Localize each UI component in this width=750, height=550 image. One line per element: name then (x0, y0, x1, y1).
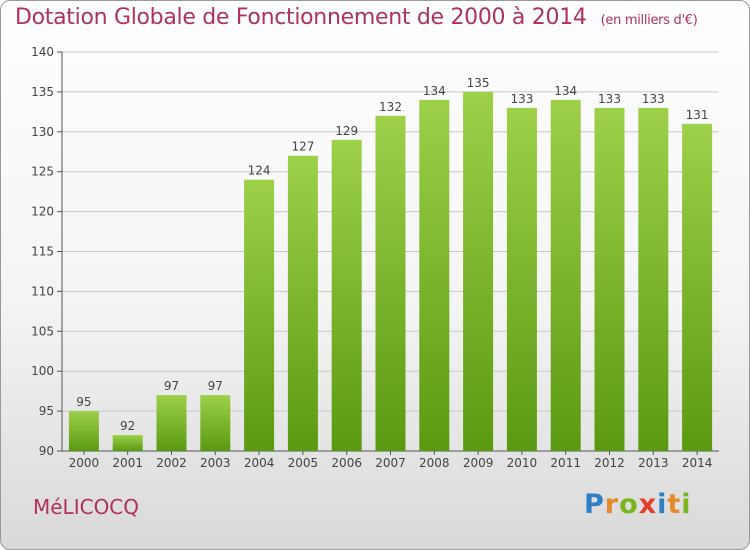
value-label: 127 (291, 140, 314, 154)
bar (112, 435, 143, 451)
logo-letter: i (657, 489, 668, 520)
x-tick-label: 2002 (156, 456, 187, 470)
unit-label: (en milliers d'€) (600, 13, 698, 28)
logo-letter: t (667, 489, 682, 520)
proxiti-logo: Proxiti (584, 489, 692, 520)
value-label: 134 (423, 84, 446, 98)
x-tick-label: 2011 (550, 456, 581, 470)
value-label: 133 (642, 92, 665, 106)
y-tick-label: 135 (31, 85, 54, 99)
logo-letter: x (638, 489, 658, 520)
bar (156, 395, 187, 451)
y-tick-label: 90 (39, 444, 54, 458)
bar (200, 395, 231, 451)
y-tick-label: 100 (31, 364, 54, 378)
value-label: 133 (598, 92, 621, 106)
value-label: 97 (164, 379, 179, 393)
bar (68, 411, 99, 451)
value-label: 95 (76, 395, 91, 409)
x-tick-label: 2007 (375, 456, 406, 470)
value-label: 132 (379, 100, 402, 114)
y-tick-label: 95 (39, 404, 54, 418)
x-tick-label: 2009 (463, 456, 494, 470)
x-tick-label: 2005 (288, 456, 319, 470)
chart-title: Dotation Globale de Fonctionnement de 20… (15, 5, 698, 30)
x-tick-label: 2012 (594, 456, 625, 470)
y-tick-label: 130 (31, 125, 54, 139)
logo-letter: r (604, 489, 620, 520)
value-label: 135 (467, 76, 490, 90)
y-tick-label: 115 (31, 245, 54, 259)
bar (638, 107, 669, 452)
y-tick-label: 120 (31, 205, 54, 219)
value-label: 97 (208, 379, 223, 393)
x-tick-label: 2006 (331, 456, 362, 470)
y-tick-label: 110 (31, 284, 54, 298)
bar (463, 91, 494, 452)
y-tick-label: 140 (31, 45, 54, 59)
x-tick-label: 2000 (69, 456, 100, 470)
bar (682, 123, 713, 451)
x-tick-label: 2010 (507, 456, 538, 470)
bar (594, 107, 625, 452)
title-text: Dotation Globale de Fonctionnement de 20… (15, 5, 587, 30)
bar (287, 155, 318, 452)
bar (331, 139, 362, 451)
bar (506, 107, 537, 452)
value-label: 133 (510, 92, 533, 106)
y-tick-label: 125 (31, 165, 54, 179)
value-label: 134 (554, 84, 577, 98)
value-label: 92 (120, 419, 135, 433)
bar (375, 115, 406, 451)
x-tick-label: 2014 (682, 456, 713, 470)
x-tick-label: 2013 (638, 456, 669, 470)
logo-letter: o (619, 489, 639, 520)
x-tick-label: 2008 (419, 456, 450, 470)
bar (550, 99, 581, 451)
logo-letter: i (681, 489, 692, 520)
x-tick-label: 2004 (244, 456, 275, 470)
bar (244, 179, 275, 451)
x-tick-label: 2003 (200, 456, 231, 470)
value-label: 129 (335, 124, 358, 138)
commune-name: MéLICOCQ (33, 495, 140, 519)
value-label: 131 (686, 108, 709, 122)
y-tick-label: 105 (31, 324, 54, 338)
bar (419, 99, 450, 451)
value-label: 124 (248, 164, 271, 178)
logo-letter: P (584, 489, 605, 520)
x-tick-label: 2001 (112, 456, 143, 470)
